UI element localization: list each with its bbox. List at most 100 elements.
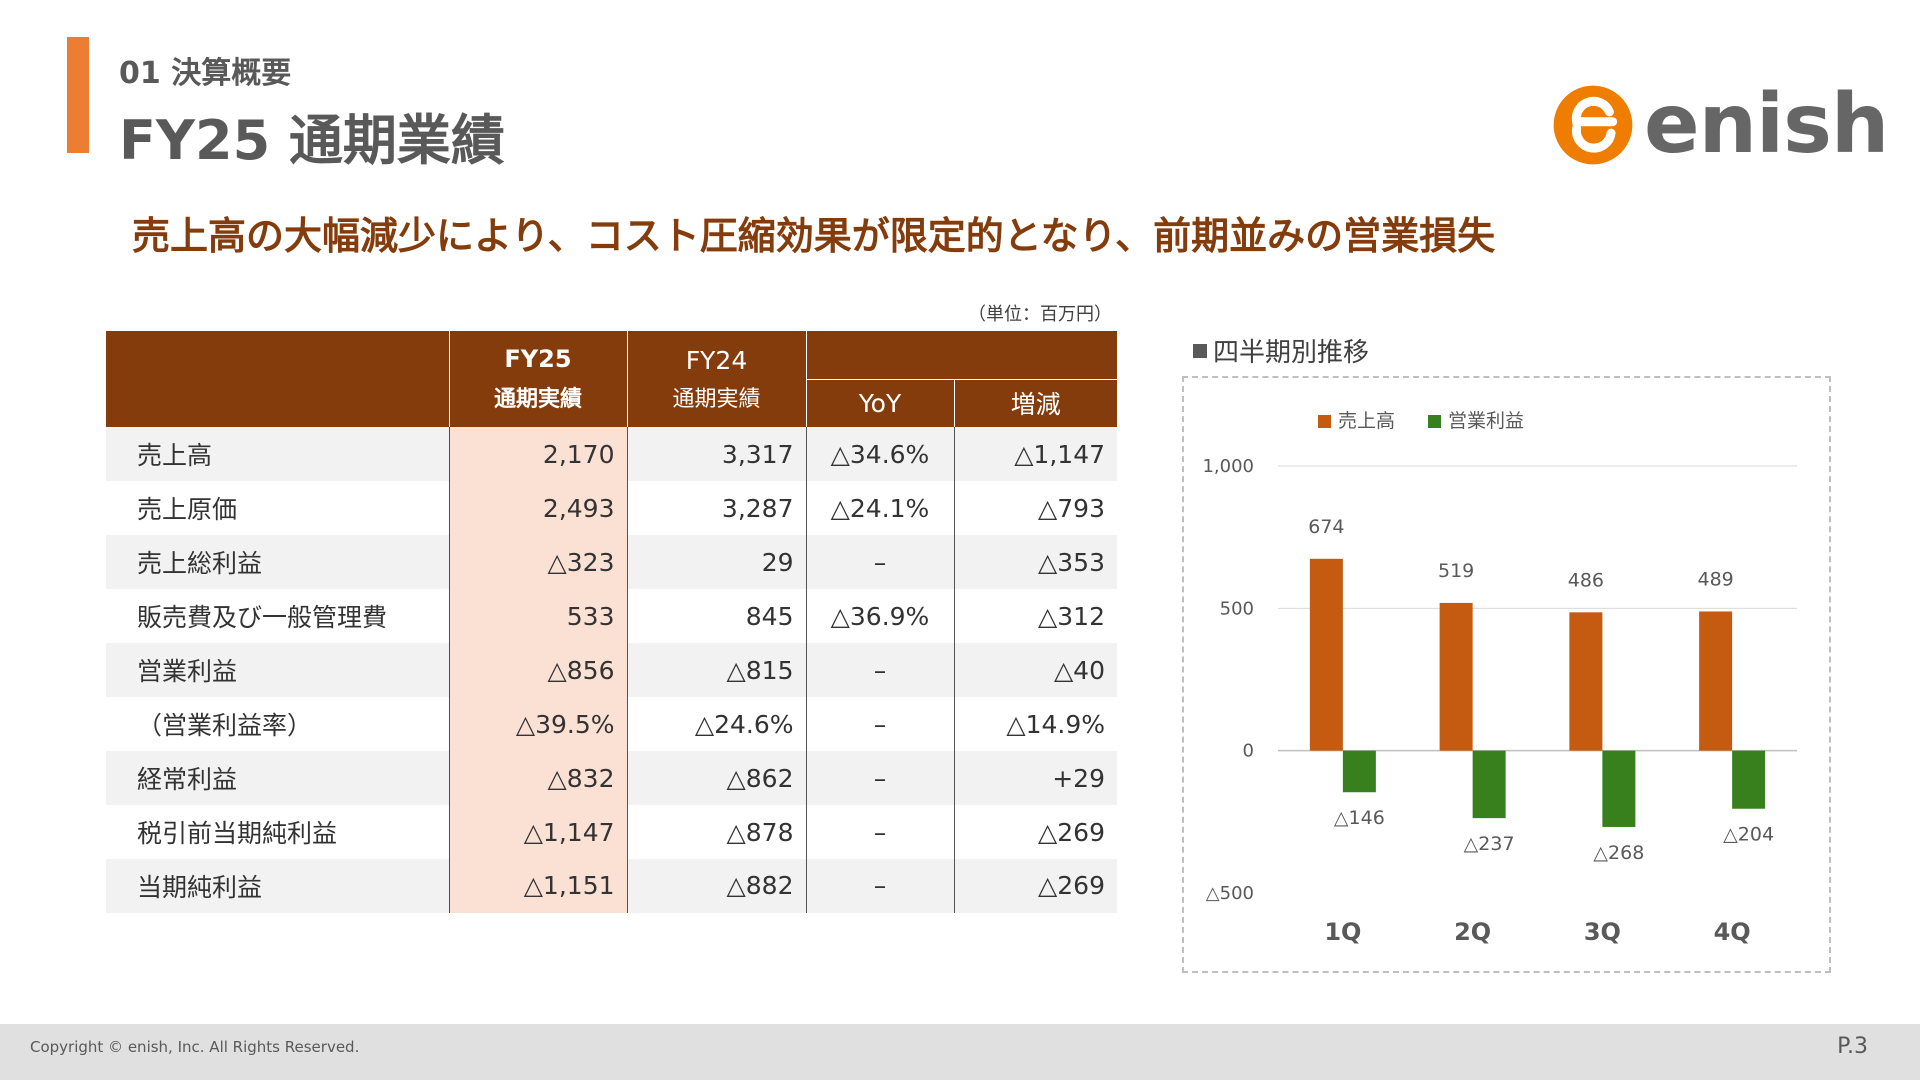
cell-fy24: 3,287	[627, 481, 807, 535]
cell-fy24: △24.6%	[627, 697, 807, 751]
y-tick-label: △500	[1206, 883, 1254, 904]
copyright-text: Copyright © enish, Inc. All Rights Reser…	[30, 1038, 360, 1056]
page-title: FY25 通期業績	[119, 109, 505, 172]
cell-fy25: △1,151	[448, 859, 628, 914]
bar-sales	[1439, 602, 1473, 751]
cell-yoy: △36.9%	[806, 589, 955, 643]
table-row: 当期純利益 △1,151 △882– △269	[106, 859, 1117, 914]
table-row: 売上原価 2,493 3,287 △24.1% △793	[106, 481, 1117, 535]
results-table: FY25 通期実績 FY24 通期実績 YoY 増減 売上高 2,170 3,317…	[106, 331, 1117, 914]
cell-change: △269	[954, 859, 1117, 914]
cell-fy25: △1,147	[448, 805, 628, 859]
cell-yoy: –	[806, 751, 955, 805]
cell-yoy: –	[806, 535, 955, 589]
y-tick-label: 1,000	[1202, 456, 1254, 477]
headline: 売上高の大幅減少により、コスト圧縮効果が限定的となり、前期並みの営業損失	[132, 214, 1496, 258]
page-number: P.3	[1837, 1034, 1868, 1059]
table-row: （営業利益率） △39.5% △24.6% – △14.9%	[106, 697, 1117, 751]
table-row: 販売費及び一般管理費 533 845 △36.9% △312	[106, 589, 1117, 643]
x-tick-label: 4Q	[1714, 918, 1751, 946]
chart-heading-text: 四半期別推移	[1213, 338, 1370, 368]
row-label: （営業利益率）	[106, 697, 449, 751]
company-logo: enish	[1552, 77, 1889, 172]
chart-heading: 四半期別推移	[1193, 332, 1369, 369]
table-row: 税引前当期純利益 △1,147 △878– △269	[106, 805, 1117, 859]
row-label: 売上総利益	[106, 535, 449, 589]
cell-change: △353	[954, 535, 1117, 589]
quarterly-chart: 1,000 500 0 △500 売上高 営業利益 674 △146 1Q 519 △237 2Q 48…	[1182, 376, 1831, 973]
cell-fy24: △882	[627, 859, 807, 914]
footer: Copyright © enish, Inc. All Rights Reser…	[0, 1024, 1920, 1080]
cell-fy25: △856	[448, 643, 628, 697]
cell-yoy: –	[806, 697, 955, 751]
header-change: 増減	[954, 378, 1117, 427]
row-label: 経常利益	[106, 751, 449, 805]
data-label: △146	[1334, 807, 1385, 829]
cell-yoy: △24.1%	[806, 481, 955, 535]
table-row: 営業利益 △856 △815– △40	[106, 643, 1117, 697]
cell-fy25: 2,493	[448, 481, 628, 535]
table-header-blank	[106, 331, 449, 427]
header-fy25-year: FY25	[504, 345, 572, 373]
row-label: 販売費及び一般管理費	[106, 589, 449, 643]
x-tick-label: 1Q	[1324, 918, 1361, 946]
header-fy24-label: 通期実績	[627, 379, 807, 427]
y-tick-label: 500	[1220, 598, 1254, 619]
legend-swatch	[1428, 415, 1441, 428]
legend-label: 営業利益	[1448, 410, 1524, 432]
table-row: 経常利益 △832 △862– +29	[106, 751, 1117, 805]
cell-yoy: –	[806, 805, 955, 859]
title-accent-bar	[67, 37, 89, 153]
data-label: △204	[1723, 824, 1774, 846]
data-label: 489	[1697, 568, 1733, 590]
table-row: 売上総利益 △323 29– △353	[106, 535, 1117, 589]
x-tick-label: 3Q	[1584, 918, 1621, 946]
square-bullet-icon	[1193, 344, 1207, 358]
cell-change: △269	[954, 805, 1117, 859]
bar-sales	[1699, 611, 1733, 751]
bar-sales	[1569, 612, 1603, 751]
data-label: 486	[1568, 569, 1604, 591]
header-yoy: YoY	[806, 378, 955, 427]
legend-swatch	[1318, 415, 1331, 428]
cell-change: △1,147	[954, 427, 1117, 481]
cell-fy24: 29	[627, 535, 807, 589]
logo-wordmark: enish	[1644, 77, 1889, 172]
cell-change: △312	[954, 589, 1117, 643]
data-label: △237	[1464, 833, 1515, 855]
x-tick-label: 2Q	[1454, 918, 1491, 946]
cell-fy25: 2,170	[448, 427, 628, 481]
cell-fy25: △323	[448, 535, 628, 589]
cell-change: +29	[954, 751, 1117, 805]
y-tick-label: 0	[1243, 741, 1254, 762]
enish-logo-icon	[1553, 85, 1633, 165]
cell-yoy: –	[806, 643, 955, 697]
cell-fy24: 3,317	[627, 427, 807, 481]
cell-fy24: △815	[627, 643, 807, 697]
results-table-body: 売上高 2,170 3,317 △34.6% △1,147 売上原価 2,493 3,287 △…	[106, 427, 1117, 914]
row-label: 営業利益	[106, 643, 449, 697]
cell-fy24: △862	[627, 751, 807, 805]
cell-fy25: △832	[448, 751, 628, 805]
table-header-blank-2	[806, 331, 1117, 379]
data-label: 674	[1308, 516, 1344, 538]
header-fy25-label: 通期実績	[493, 387, 582, 412]
row-label: 売上高	[106, 427, 449, 481]
header-fy24-year: FY24	[627, 331, 807, 379]
cell-fy25: 533	[448, 589, 628, 643]
data-label: △268	[1593, 842, 1644, 864]
data-label: 519	[1438, 560, 1474, 582]
bar-operating-income	[1472, 750, 1506, 819]
quarterly-bar-chart: 1,000 500 0 △500 売上高 営業利益 674 △146 1Q 519 △237 2Q 48…	[1202, 410, 1797, 946]
table-row: 売上高 2,170 3,317 △34.6% △1,147	[106, 427, 1117, 481]
header-fy25: FY25 通期実績	[448, 331, 628, 427]
bar-operating-income	[1732, 750, 1766, 809]
unit-note: （単位：百万円）	[968, 304, 1112, 325]
row-label: 売上原価	[106, 481, 449, 535]
bar-operating-income	[1602, 750, 1636, 827]
cell-change: △793	[954, 481, 1117, 535]
section-label: 01 決算概要	[119, 56, 292, 91]
cell-yoy: –	[806, 859, 955, 914]
bar-sales	[1309, 558, 1343, 751]
cell-fy24: △878	[627, 805, 807, 859]
